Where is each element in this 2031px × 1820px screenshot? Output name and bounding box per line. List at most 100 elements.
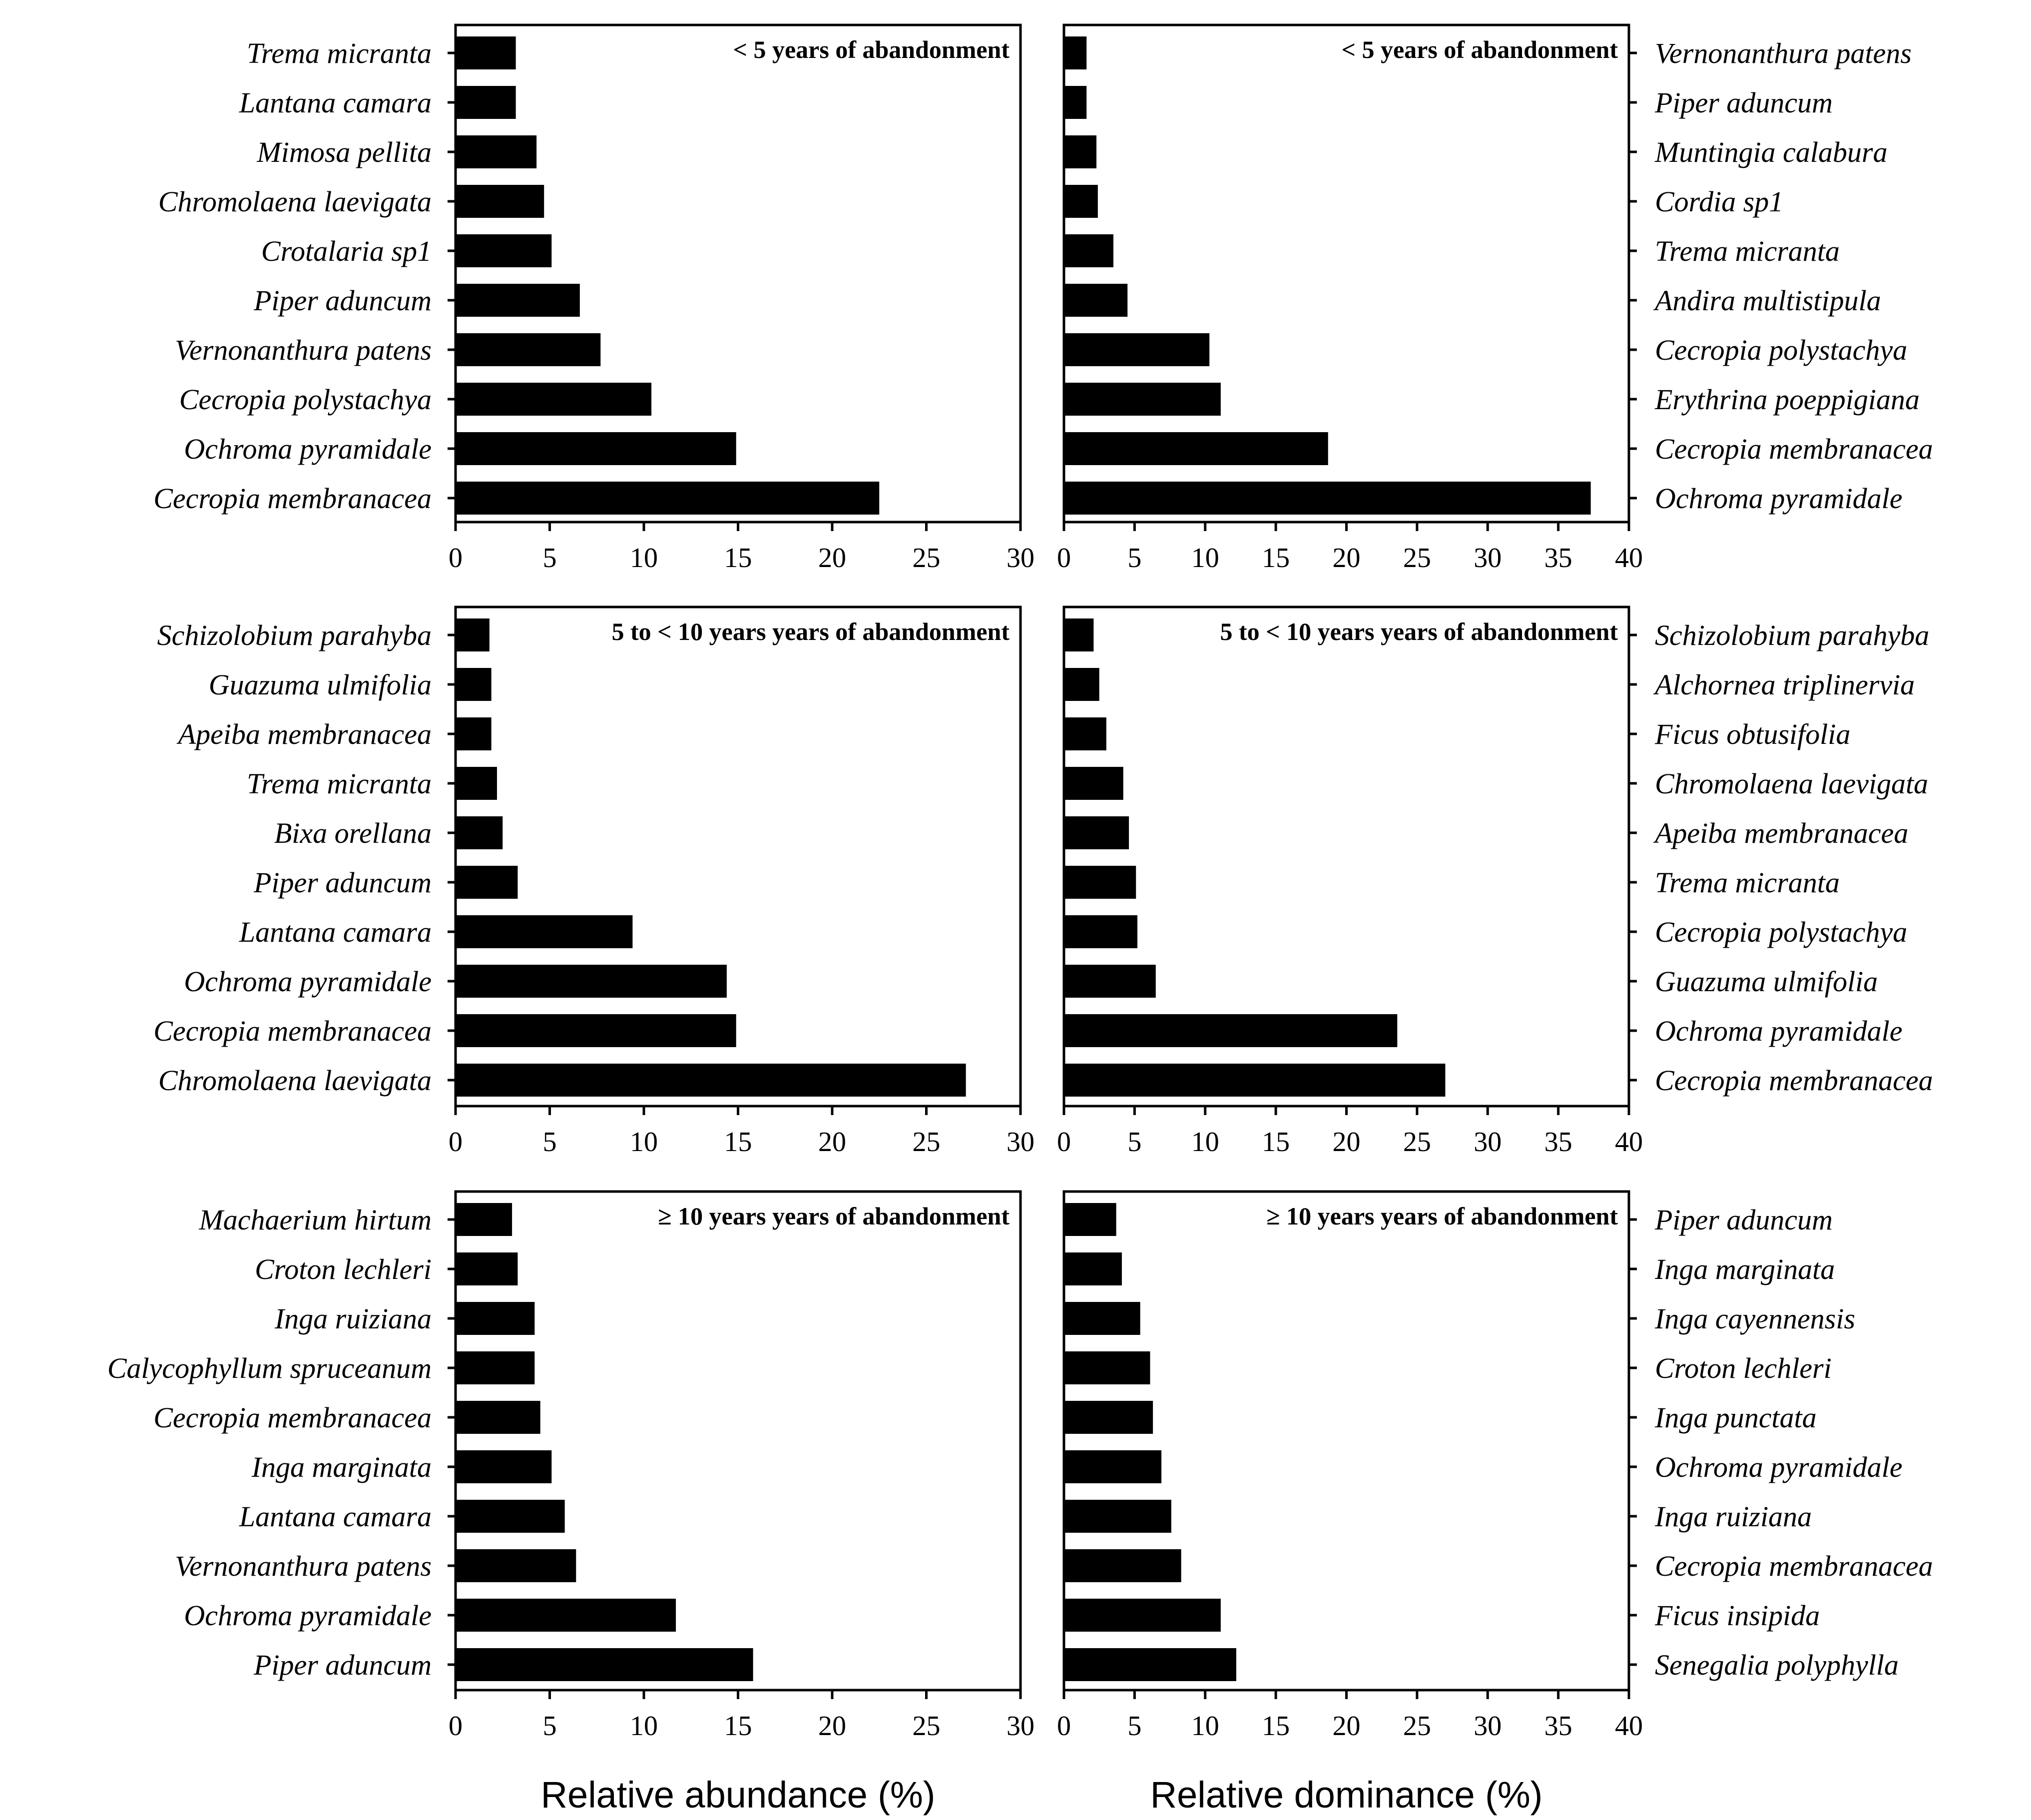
bar	[456, 1014, 736, 1047]
bar	[1064, 1203, 1116, 1236]
x-tick-label: 30	[1007, 1711, 1034, 1742]
x-axis-label: Relative dominance (%)	[1150, 1774, 1543, 1816]
bar	[456, 86, 516, 119]
panel-title: < 5 years of abandonment	[733, 35, 1010, 63]
x-tick-label: 25	[913, 543, 941, 574]
bar	[1064, 717, 1106, 750]
bar	[456, 915, 633, 948]
x-tick-label: 40	[1615, 543, 1643, 574]
x-tick-label: 5	[543, 543, 557, 574]
x-tick-label: 10	[1191, 543, 1219, 574]
category-label: Ochroma pyramidale	[1655, 1451, 1903, 1483]
chart-panel-middle-left: 5 to < 10 years years of abandonment Schi…	[153, 606, 1034, 1158]
category-label: Ochroma pyramidale	[1655, 1015, 1903, 1047]
category-label: Trema micranta	[1655, 235, 1840, 267]
x-tick-label: 30	[1474, 1127, 1502, 1158]
x-tick-label: 15	[724, 543, 752, 574]
x-tick-label: 25	[1403, 1127, 1431, 1158]
bar	[456, 717, 492, 750]
category-label: Cecropia membranacea	[153, 1401, 432, 1434]
category-label: Piper aduncum	[253, 866, 432, 899]
category-label: Cecropia membranacea	[1655, 1064, 1933, 1097]
category-label: Cecropia membranacea	[153, 1015, 432, 1047]
x-tick-label: 0	[449, 1711, 463, 1742]
bar	[1064, 767, 1123, 800]
category-label: Vernonanthura patens	[175, 1550, 432, 1582]
x-tick-label: 0	[449, 543, 463, 574]
chart-panel-top-left: < 5 years of abandonment Trema micranta La…	[153, 23, 1034, 574]
x-tick-label: 20	[818, 1711, 846, 1742]
x-tick-label: 5	[1127, 543, 1141, 574]
bar	[456, 1648, 753, 1681]
category-label: Piper aduncum	[1654, 86, 1833, 119]
category-label: Inga marginata	[251, 1451, 432, 1483]
category-label: Vernonanthura patens	[175, 334, 432, 366]
bar	[456, 618, 490, 651]
category-label: Inga marginata	[1654, 1253, 1835, 1285]
x-tick-label: 10	[1191, 1711, 1219, 1742]
bar	[456, 1064, 966, 1097]
x-tick-label: 20	[818, 1127, 846, 1158]
bar	[1064, 36, 1087, 69]
panel-title: 5 to < 10 years years of abandonment	[1220, 617, 1618, 645]
bar	[456, 432, 736, 465]
category-label: Schizolobium parahyba	[157, 619, 432, 651]
category-label: Andira multistipula	[1653, 284, 1881, 317]
category-label: Ficus insipida	[1654, 1599, 1820, 1632]
bar	[456, 1599, 676, 1632]
bar	[456, 1252, 518, 1285]
bar	[1064, 618, 1094, 651]
bar	[1064, 1252, 1122, 1285]
category-label: Erythrina poeppigiana	[1654, 383, 1920, 416]
x-tick-label: 10	[630, 543, 658, 574]
category-label: Alchornea triplinervia	[1653, 668, 1915, 701]
panel-title: < 5 years of abandonment	[1341, 35, 1618, 63]
x-tick-label: 30	[1007, 543, 1034, 574]
bar	[1064, 284, 1128, 317]
category-label: Chromolaena laevigata	[158, 185, 432, 218]
panel-title: ≥ 10 years years of abandonment	[1266, 1202, 1618, 1230]
category-label: Chromolaena laevigata	[158, 1064, 432, 1097]
x-tick-label: 25	[913, 1711, 941, 1742]
category-label: Lantana camara	[239, 916, 432, 948]
bar	[456, 1351, 535, 1384]
bar	[1064, 1549, 1181, 1582]
bar	[456, 1549, 576, 1582]
category-label: Lantana camara	[239, 1500, 432, 1533]
x-tick-label: 30	[1474, 1711, 1502, 1742]
x-tick-label: 15	[1262, 1711, 1290, 1742]
bar	[456, 185, 544, 218]
x-tick-label: 15	[1262, 1127, 1290, 1158]
x-tick-label: 20	[1333, 1127, 1361, 1158]
category-label: Vernonanthura patens	[1655, 37, 1912, 69]
x-tick-label: 5	[1127, 1127, 1141, 1158]
x-tick-label: 25	[913, 1127, 941, 1158]
bar	[1064, 234, 1113, 267]
bar	[456, 383, 652, 416]
x-tick-label: 35	[1544, 543, 1572, 574]
panel-title: ≥ 10 years years of abandonment	[658, 1202, 1010, 1230]
category-label: Piper aduncum	[1654, 1204, 1833, 1236]
bar	[1064, 1014, 1398, 1047]
x-tick-label: 20	[1333, 1711, 1361, 1742]
category-label: Ochroma pyramidale	[184, 433, 432, 465]
x-tick-label: 30	[1007, 1127, 1034, 1158]
bar	[1064, 1500, 1171, 1533]
category-label: Inga ruiziana	[1654, 1500, 1812, 1533]
category-label: Trema micranta	[247, 37, 432, 69]
x-tick-label: 35	[1544, 1711, 1572, 1742]
x-tick-label: 5	[1127, 1711, 1141, 1742]
category-label: Ochroma pyramidale	[1655, 482, 1903, 515]
x-axis-label: Relative abundance (%)	[541, 1774, 936, 1816]
category-label: Croton lechleri	[1655, 1352, 1832, 1384]
category-label: Piper aduncum	[253, 1649, 432, 1681]
x-tick-label: 0	[1057, 543, 1071, 574]
bar	[1064, 816, 1129, 849]
category-label: Bixa orellana	[274, 817, 432, 849]
x-tick-label: 25	[1403, 1711, 1431, 1742]
x-tick-label: 10	[1191, 1127, 1219, 1158]
bar	[456, 1302, 535, 1335]
bar	[1064, 1351, 1150, 1384]
x-tick-label: 10	[630, 1711, 658, 1742]
x-tick-label: 5	[543, 1711, 557, 1742]
